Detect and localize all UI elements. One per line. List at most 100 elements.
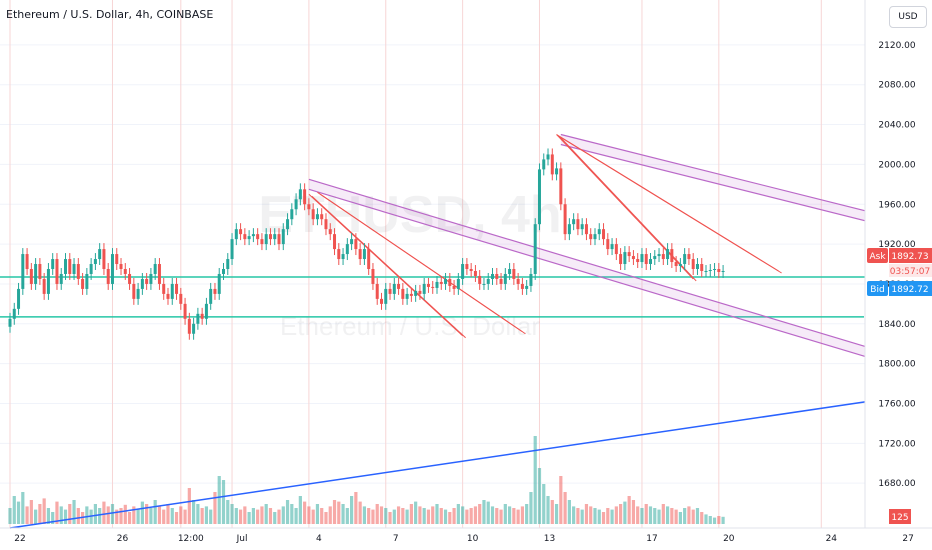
price-tick-label: 2120.00 — [878, 41, 915, 51]
candle-body — [653, 256, 657, 260]
volume-bar — [277, 509, 281, 524]
volume-bar — [533, 436, 537, 524]
candle — [243, 228, 247, 246]
volume-bar — [132, 506, 136, 524]
candle-body — [695, 264, 699, 269]
candle-body — [482, 283, 486, 285]
trend-line[interactable] — [9, 398, 882, 529]
volume-bar — [89, 509, 93, 524]
candle — [469, 263, 473, 277]
candle — [256, 228, 260, 246]
volume-bar — [443, 509, 448, 524]
ask-value-box — [889, 248, 932, 263]
volume-bar — [119, 508, 123, 524]
candle — [132, 277, 136, 305]
volume-bar — [187, 488, 191, 524]
candle — [666, 243, 670, 266]
candle — [444, 272, 448, 290]
volume-bar — [174, 512, 179, 524]
candle — [691, 253, 695, 275]
volume-bar — [563, 492, 567, 524]
candle-body — [93, 259, 97, 265]
volume-bar — [59, 506, 63, 524]
candle — [649, 253, 652, 270]
volume-bar — [422, 508, 426, 524]
drawings[interactable] — [0, 133, 932, 529]
fan-line-pair[interactable] — [308, 193, 466, 339]
volume-bar — [606, 508, 610, 524]
candle-body — [491, 273, 495, 279]
price-tick-label: 1800.00 — [878, 360, 915, 370]
candle-body — [661, 254, 665, 260]
candle-body — [713, 269, 717, 270]
candle-body — [286, 219, 290, 230]
price-tick-label: 1720.00 — [878, 439, 915, 449]
candle — [64, 253, 68, 280]
candle-body — [721, 270, 725, 272]
candle-body — [115, 254, 119, 265]
candle — [388, 282, 392, 300]
volume-bar — [166, 504, 170, 524]
volume-bar — [486, 501, 490, 524]
candle-body — [162, 283, 166, 294]
candle-body — [559, 168, 563, 205]
candle-body — [136, 288, 140, 299]
candle-body — [602, 229, 606, 240]
candle-body — [34, 264, 38, 284]
candle — [162, 277, 166, 300]
volume-bar — [196, 504, 200, 524]
time-axis[interactable]: 22 26 12:00 Jul 4 7 10 13 17 20 24 27 — [0, 527, 932, 544]
volume-bar — [234, 508, 238, 524]
volume-bar — [145, 504, 149, 524]
candle-body — [166, 293, 170, 299]
candle-body — [512, 269, 516, 279]
ask-value: 1892.73 — [891, 252, 928, 262]
volume-bar — [490, 506, 495, 524]
price-badges: Ask 1892.73 03:57:07 Bid 1892.72 125 — [867, 248, 932, 524]
candle — [567, 218, 571, 241]
candle-body — [448, 278, 452, 286]
price-tick-label: 1760.00 — [878, 399, 915, 409]
candle-body — [486, 278, 490, 284]
candle-body — [503, 273, 507, 284]
candle — [196, 307, 200, 330]
candle-body — [226, 259, 230, 269]
fan-line-pair[interactable] — [317, 191, 526, 335]
fan-line-pair[interactable] — [556, 134, 782, 274]
parallel-channel[interactable] — [308, 178, 873, 360]
volume-bar — [358, 501, 362, 524]
candle-body — [674, 262, 678, 267]
candle-body — [584, 224, 588, 235]
volume-bar — [127, 512, 132, 524]
volume-bar — [375, 504, 379, 524]
candle — [85, 268, 89, 295]
currency-button[interactable]: USD — [889, 6, 927, 28]
candle-body — [461, 264, 465, 279]
candle-body — [452, 285, 456, 289]
candle — [260, 233, 264, 251]
candle — [431, 280, 435, 294]
candle — [619, 248, 623, 270]
candle-body — [337, 249, 341, 260]
candle — [273, 228, 277, 246]
volume-bar — [63, 509, 68, 524]
volume-bar — [38, 504, 42, 524]
candle — [337, 243, 341, 266]
candle-body — [700, 264, 704, 271]
candle-body — [469, 269, 473, 271]
volume-bar — [55, 501, 59, 524]
candle — [222, 263, 225, 280]
candle-body — [717, 269, 721, 272]
candle-body — [367, 249, 371, 269]
candle — [230, 233, 234, 266]
candle — [234, 223, 238, 246]
volume-bar — [495, 508, 499, 524]
candle — [217, 268, 221, 300]
parallel-channel[interactable] — [560, 133, 932, 274]
time-tick-label: 12:00 — [178, 534, 204, 544]
candle — [572, 213, 576, 231]
candle — [179, 287, 183, 310]
candle-body — [597, 229, 601, 235]
